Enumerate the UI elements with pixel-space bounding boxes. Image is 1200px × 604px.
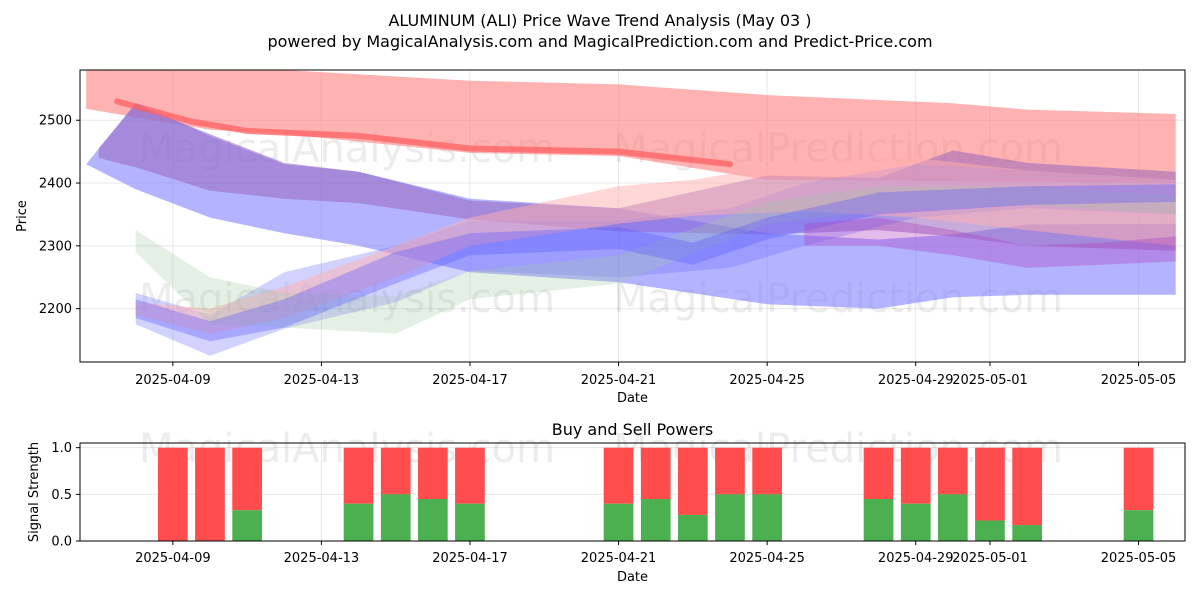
x-tick-label: 2025-04-17 — [432, 373, 508, 388]
buy-bar — [455, 503, 485, 541]
buy-bar — [640, 499, 671, 541]
x-tick-label: 2025-04-17 — [432, 551, 508, 566]
x-axis-label: Date — [617, 570, 648, 585]
x-tick-label: 2025-04-09 — [135, 373, 211, 388]
price-band-6 — [135, 186, 1176, 334]
sell-bar — [715, 447, 745, 495]
x-tick-label: 2025-05-01 — [952, 373, 1028, 388]
x-tick-label: 2025-04-09 — [135, 551, 211, 566]
buy-bar — [380, 494, 411, 541]
y-tick-label: 2300 — [39, 239, 72, 254]
sell-bar — [603, 447, 634, 504]
x-tick-label: 2025-05-05 — [1101, 551, 1177, 566]
x-tick-label: 2025-04-29 — [878, 551, 954, 566]
sell-bar — [455, 447, 485, 504]
chart-title: ALUMINUM (ALI) Price Wave Trend Analysis… — [388, 11, 811, 30]
x-tick-label: 2025-04-13 — [284, 551, 360, 566]
sell-bar — [232, 447, 262, 511]
buy-bar — [343, 503, 374, 541]
y-axis-label: Signal Strength — [27, 442, 42, 542]
sell-bar — [343, 447, 374, 504]
signal-bars — [158, 447, 1154, 541]
buy-bar — [752, 494, 782, 541]
sell-bar — [158, 447, 188, 541]
y-tick-label: 2200 — [39, 302, 72, 317]
price-band-1 — [86, 70, 1176, 183]
sell-bar — [640, 447, 671, 499]
y-axis-label: Price — [15, 200, 30, 232]
price-band-7 — [135, 184, 1176, 342]
x-tick-label: 2025-05-01 — [952, 551, 1028, 566]
y-tick-label: 2400 — [39, 177, 72, 192]
price-panel: MagicalAnalysis.comMagicalPrediction.com… — [15, 69, 1186, 406]
signal-panel: MagicalAnalysis.comMagicalPrediction.com… — [27, 420, 1186, 585]
sell-bar — [380, 447, 411, 495]
buy-bar — [863, 499, 894, 541]
sell-bar — [863, 447, 894, 499]
buy-bar — [900, 503, 931, 541]
y-tick-label: 1.0 — [51, 441, 72, 456]
signal-axes-frame — [79, 442, 1186, 542]
x-tick-label: 2025-04-25 — [729, 373, 805, 388]
sell-bar — [1012, 447, 1042, 526]
price-band-8 — [804, 217, 1176, 268]
sell-bar — [975, 447, 1005, 521]
buy-bar — [418, 499, 448, 541]
signal-chart-title: Buy and Sell Powers — [552, 420, 714, 439]
buy-bar — [603, 503, 634, 541]
price-bands — [86, 70, 1176, 356]
buy-bar — [975, 520, 1005, 541]
sell-bar — [195, 447, 225, 541]
x-tick-label: 2025-04-21 — [581, 551, 657, 566]
sell-bar — [900, 447, 931, 504]
x-tick-label: 2025-05-05 — [1101, 373, 1177, 388]
price-band-2 — [86, 102, 1176, 309]
price-band-5 — [135, 157, 1176, 334]
buy-bar — [232, 510, 262, 541]
x-tick-label: 2025-04-25 — [729, 551, 805, 566]
y-tick-label: 2500 — [39, 114, 72, 129]
buy-bar — [1123, 510, 1154, 541]
y-tick-label: 0.5 — [51, 488, 72, 503]
x-tick-label: 2025-04-21 — [581, 373, 657, 388]
y-tick-label: 0.0 — [51, 535, 72, 550]
sell-bar — [752, 447, 782, 495]
sell-bar — [1123, 447, 1154, 511]
buy-bar — [938, 494, 968, 541]
price-axes-frame — [79, 69, 1186, 363]
sell-bar — [678, 447, 708, 515]
buy-bar — [678, 514, 708, 541]
buy-bar — [1012, 525, 1042, 541]
buy-bar — [715, 494, 745, 541]
sell-bar — [418, 447, 448, 499]
sell-bar — [938, 447, 968, 495]
x-axis-label: Date — [617, 391, 648, 406]
price-trend-line — [114, 98, 733, 168]
chart-subtitle: powered by MagicalAnalysis.com and Magic… — [267, 32, 932, 51]
x-tick-label: 2025-04-29 — [878, 373, 954, 388]
x-tick-label: 2025-04-13 — [284, 373, 360, 388]
